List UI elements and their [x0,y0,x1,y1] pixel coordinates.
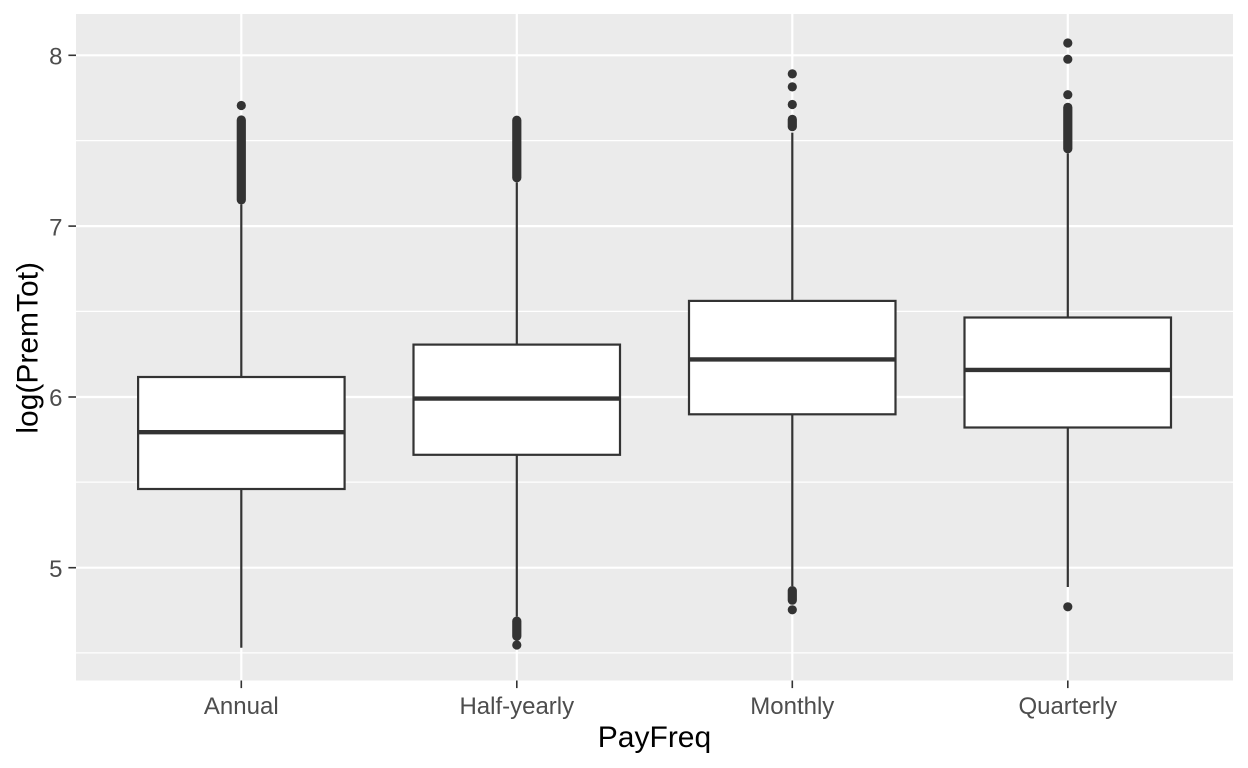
svg-text:7: 7 [49,214,62,241]
svg-text:6: 6 [49,385,62,412]
svg-text:Monthly: Monthly [750,693,834,720]
svg-text:PayFreq: PayFreq [598,721,711,754]
svg-text:Quarterly: Quarterly [1018,693,1117,720]
svg-text:8: 8 [49,44,62,71]
svg-text:log(PremTot): log(PremTot) [11,262,44,434]
svg-text:5: 5 [49,556,62,583]
svg-text:Half-yearly: Half-yearly [459,693,574,720]
svg-text:Annual: Annual [204,693,279,720]
